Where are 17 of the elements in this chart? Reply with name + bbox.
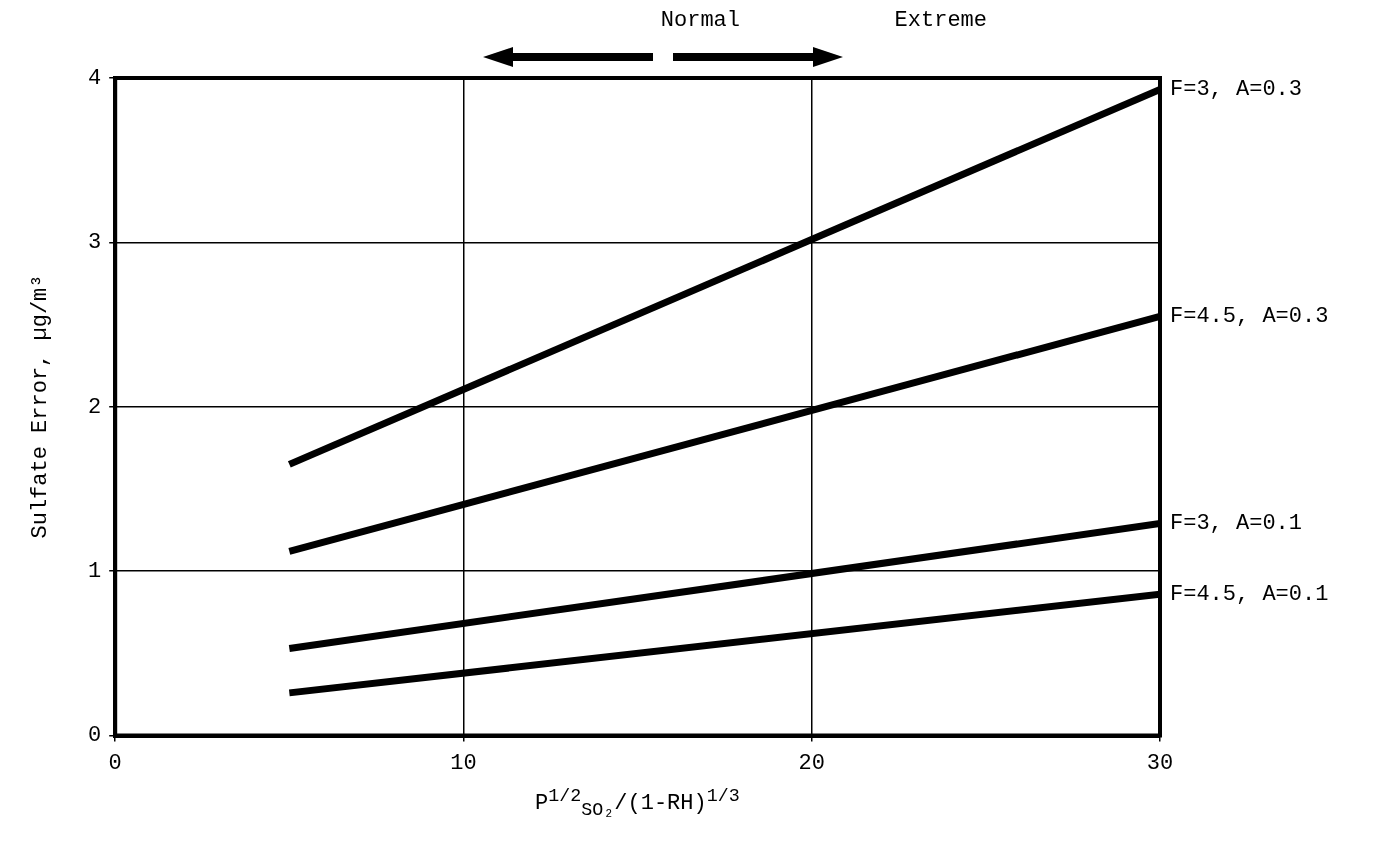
text: Normal xyxy=(660,8,740,33)
y-tick-label: 1 xyxy=(88,559,102,585)
y-tick-label: 0 xyxy=(88,723,102,749)
series-label: F=4.5, A=0.3 xyxy=(1170,304,1329,330)
x-axis-title: P$^{1/2}$$_{SO₂}$/(1-RH)$^{1/3}$ xyxy=(535,785,740,821)
x-tick-label: 30 xyxy=(1146,750,1174,776)
x-tick-label: 0 xyxy=(108,750,122,776)
x-tick-label: 10 xyxy=(450,750,477,776)
y-tick-label: 4 xyxy=(88,65,102,91)
series-label: F=3, A=0.1 xyxy=(1170,511,1303,537)
series-label: F=3, A=0.3 xyxy=(1170,77,1303,103)
y-tick-label: 3 xyxy=(88,230,102,256)
y-axis-title: Sulfate Error, µg/m³ xyxy=(27,274,53,539)
x-tick-label: 20 xyxy=(798,750,825,776)
series-label: F=4.5, A=0.1 xyxy=(1170,582,1329,608)
y-tick-label: 2 xyxy=(88,394,102,420)
text: Extreme xyxy=(894,8,987,33)
